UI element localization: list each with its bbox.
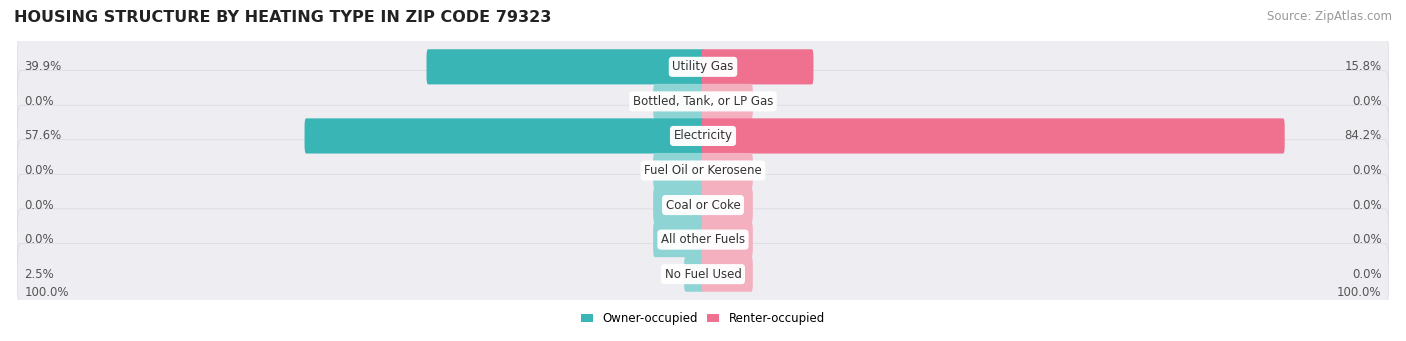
Text: 0.0%: 0.0% [1353,95,1382,108]
FancyBboxPatch shape [702,222,752,257]
FancyBboxPatch shape [702,188,752,223]
FancyBboxPatch shape [305,118,704,153]
Text: 0.0%: 0.0% [1353,198,1382,211]
FancyBboxPatch shape [702,49,814,85]
Text: Coal or Coke: Coal or Coke [665,198,741,211]
FancyBboxPatch shape [17,140,1389,201]
FancyBboxPatch shape [17,174,1389,236]
Text: 15.8%: 15.8% [1344,60,1382,73]
Text: 84.2%: 84.2% [1344,130,1382,143]
Text: 0.0%: 0.0% [24,95,53,108]
FancyBboxPatch shape [17,243,1389,305]
Text: 0.0%: 0.0% [1353,268,1382,281]
Text: 0.0%: 0.0% [1353,233,1382,246]
Text: 0.0%: 0.0% [24,233,53,246]
FancyBboxPatch shape [654,188,704,223]
Text: 0.0%: 0.0% [24,198,53,211]
FancyBboxPatch shape [702,153,752,188]
Text: Fuel Oil or Kerosene: Fuel Oil or Kerosene [644,164,762,177]
Text: 0.0%: 0.0% [1353,164,1382,177]
Text: 100.0%: 100.0% [1337,286,1382,299]
FancyBboxPatch shape [17,105,1389,167]
FancyBboxPatch shape [17,209,1389,270]
Text: 39.9%: 39.9% [24,60,62,73]
FancyBboxPatch shape [426,49,704,85]
FancyBboxPatch shape [702,256,752,292]
FancyBboxPatch shape [17,71,1389,132]
Text: Bottled, Tank, or LP Gas: Bottled, Tank, or LP Gas [633,95,773,108]
FancyBboxPatch shape [685,256,704,292]
Text: Source: ZipAtlas.com: Source: ZipAtlas.com [1267,10,1392,23]
FancyBboxPatch shape [654,153,704,188]
Text: 100.0%: 100.0% [24,286,69,299]
Text: Utility Gas: Utility Gas [672,60,734,73]
Text: 0.0%: 0.0% [24,164,53,177]
Text: HOUSING STRUCTURE BY HEATING TYPE IN ZIP CODE 79323: HOUSING STRUCTURE BY HEATING TYPE IN ZIP… [14,10,551,25]
Text: 2.5%: 2.5% [24,268,55,281]
FancyBboxPatch shape [17,36,1389,98]
FancyBboxPatch shape [654,222,704,257]
Text: Electricity: Electricity [673,130,733,143]
FancyBboxPatch shape [702,84,752,119]
FancyBboxPatch shape [654,84,704,119]
FancyBboxPatch shape [702,118,1285,153]
Text: No Fuel Used: No Fuel Used [665,268,741,281]
Legend: Owner-occupied, Renter-occupied: Owner-occupied, Renter-occupied [581,312,825,325]
Text: All other Fuels: All other Fuels [661,233,745,246]
Text: 57.6%: 57.6% [24,130,62,143]
